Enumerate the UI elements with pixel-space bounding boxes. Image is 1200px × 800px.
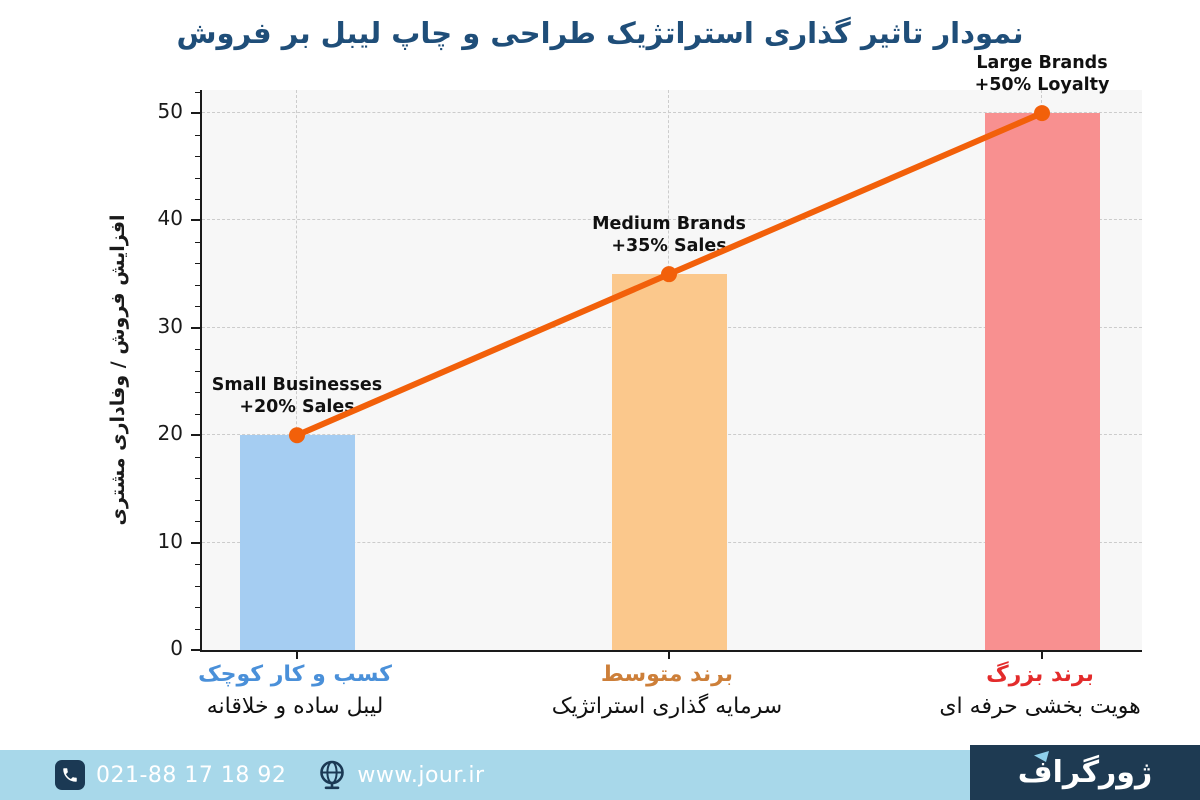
logo-text: ژورگراف [1017,755,1153,790]
y-minor-tick [195,456,200,458]
grid-line-x [296,90,297,650]
y-minor-tick [195,156,200,158]
footer-bar: 021-88 17 18 92 www.jour.ir ژورگراف [0,745,1200,800]
y-minor-tick [195,478,200,480]
y-tick-label: 50 [157,99,183,124]
website-url: www.jour.ir [357,762,485,788]
y-minor-tick [195,392,200,394]
x-tick-label-primary: برند متوسط [600,662,734,687]
line-marker [661,266,677,283]
annotation: Small Businesses +20% Sales [147,375,447,419]
y-tick-label: 40 [157,206,183,231]
grid-line-y [202,219,1142,221]
plot-area: 0 10 20 30 40 50 Small Businesses +20% Sales Med… [158,53,1142,660]
logo-accent-triangle [1034,751,1049,762]
trend-line [289,105,1050,444]
annotation: Medium Brands +35% Sales [519,214,819,258]
y-major-tick [191,326,200,329]
y-tick-label: 0 [170,636,183,660]
bar [611,274,727,650]
line-marker [289,427,305,444]
phone-number: 021-88 17 18 92 [96,762,287,788]
y-minor-tick [195,607,200,609]
annotation: Large Brands +50% Loyalty [892,53,1192,97]
y-major-tick [191,434,200,437]
x-major-tick [668,652,670,659]
bar [239,435,355,650]
footer-contact-group: 021-88 17 18 92 www.jour.ir [0,759,485,791]
y-minor-tick [195,284,200,286]
y-minor-tick [195,370,200,372]
x-major-tick [296,652,298,659]
annotation-line: +50% Loyalty [974,74,1110,95]
grid-line-y [202,112,1142,114]
y-minor-tick [195,263,200,265]
phone-icon [55,760,85,790]
y-major-tick [191,649,200,651]
y-minor-tick [195,134,200,136]
y-minor-tick [195,585,200,587]
globe-icon [316,759,348,791]
bar [984,113,1100,650]
x-tick-label-secondary: هویت بخشی حرفه ای [939,694,1141,719]
x-tick-label-primary: کسب و کار کوچک [198,662,392,687]
y-minor-tick [195,413,200,415]
logo-box: ژورگراف [970,745,1200,800]
y-minor-tick [195,349,200,351]
y-tick-label: 30 [157,313,183,338]
y-tick-label: 10 [157,528,183,553]
y-minor-tick [195,628,200,630]
y-minor-tick [195,91,200,93]
y-minor-tick [195,521,200,523]
annotation-line: Small Businesses [211,375,383,396]
y-minor-tick [195,177,200,179]
annotation-line: Large Brands [976,53,1108,74]
x-tick-label-primary: برند بزرگ [986,662,1094,687]
page-title: نمودار تاثیر گذاری استراتژیک طراحی و چاپ… [176,16,1024,50]
annotation-line: +35% Sales [611,236,727,257]
y-axis-label: افزایش فروش / وفاداری مشتری [107,214,129,526]
y-minor-tick [195,198,200,200]
y-major-tick [191,112,200,115]
y-tick-label: 20 [157,421,183,446]
y-minor-tick [195,564,200,566]
y-major-tick [191,541,200,544]
x-tick-label-secondary: لیبل ساده و خلاقانه [206,694,384,719]
annotation-line: +20% Sales [239,397,355,418]
y-minor-tick [195,241,200,243]
x-major-tick [1041,652,1043,659]
x-tick-label-secondary: سرمایه گذاری استراتژیک [551,694,783,719]
annotation-line: Medium Brands [592,214,746,235]
y-major-tick [191,219,200,222]
y-minor-tick [195,306,200,308]
y-minor-tick [195,499,200,501]
line-marker [1034,105,1050,122]
